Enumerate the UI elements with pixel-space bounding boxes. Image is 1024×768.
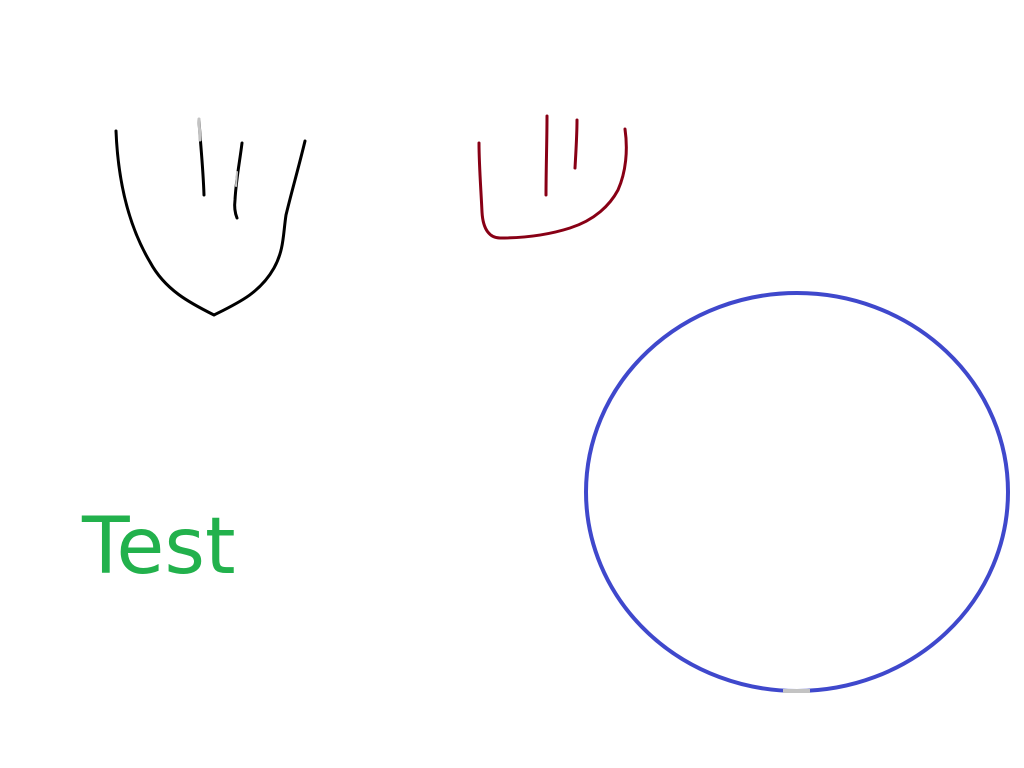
red-line-left <box>544 114 549 197</box>
black-line-right <box>233 141 244 220</box>
grey-mark-left <box>197 117 202 142</box>
black-curve <box>114 129 307 317</box>
blue-ellipse <box>584 291 1010 693</box>
red-line-right <box>573 118 579 170</box>
red-sketch <box>477 114 628 240</box>
black-sketch <box>114 117 307 317</box>
canvas-text-test: Test <box>82 502 236 592</box>
red-curve <box>477 127 628 240</box>
grey-mark-right <box>235 171 238 187</box>
blue-circle <box>584 291 1010 693</box>
